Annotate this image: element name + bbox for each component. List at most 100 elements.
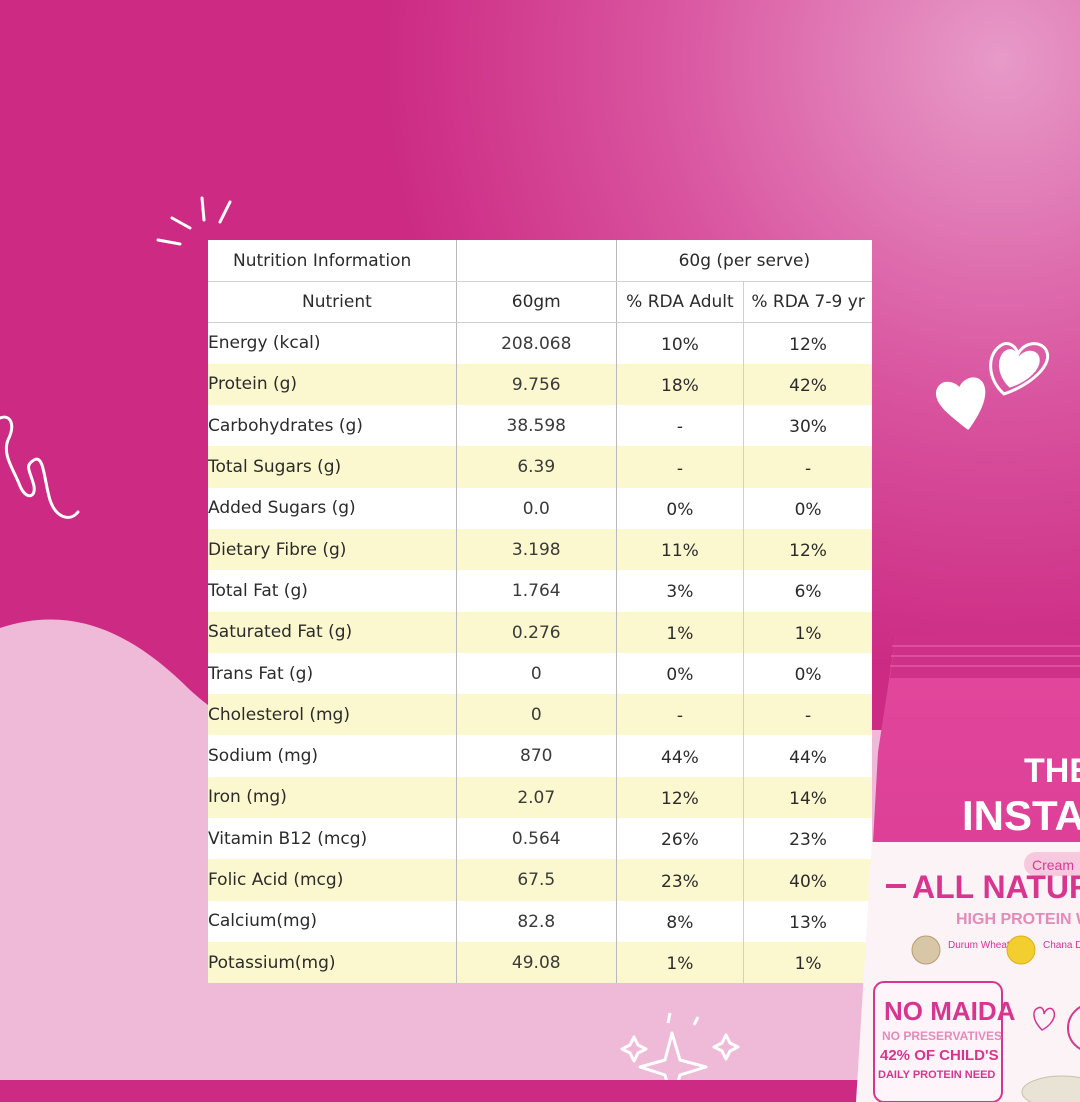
nutrient-name: Carbohydrates (g) [208, 415, 363, 436]
nutrient-amount: 2.07 [455, 776, 617, 819]
rda-child-value: 12% [743, 322, 872, 364]
nutrient-name: Iron (mg) [208, 787, 287, 808]
rda-adult-value: 0% [615, 487, 744, 529]
rda-child-value: 13% [743, 900, 872, 942]
rda-child-value: 30% [743, 405, 872, 447]
column-header-rda-adult: % RDA Adult [615, 281, 744, 323]
table-row: Protein (g) 9.756 18% 42% [208, 363, 872, 406]
table-row: Sodium (mg) 870 44% 44% [208, 735, 872, 777]
rda-child-value: 12% [743, 528, 872, 571]
nutrient-amount: 0 [455, 652, 617, 695]
nutrient-amount: 870 [455, 735, 617, 777]
rda-adult-value: 10% [615, 322, 744, 364]
pack-ingredient1: Durum Wheat [948, 940, 1010, 951]
nutrient-name: Folic Acid (mcg) [208, 870, 344, 890]
rda-child-value: 0% [743, 652, 872, 695]
pack-badge-protein-line1: 42% OF CHILD'S [880, 1047, 999, 1064]
nutrition-table: Nutrition Information 60g (per serve) Nu… [208, 240, 872, 984]
nutrient-name: Sodium (mg) [208, 746, 319, 767]
rda-adult-value: 1% [615, 611, 744, 653]
heart-outline-icon [1033, 1006, 1056, 1031]
rda-child-value: 0% [743, 487, 872, 529]
nutrient-name: Potassium(mg) [208, 952, 336, 973]
nutrient-amount: 0.276 [455, 611, 617, 653]
nutrient-name: Added Sugars (g) [208, 498, 356, 519]
pack-variant: Cream [1032, 857, 1074, 873]
rda-child-value: 1% [743, 941, 872, 984]
nutrient-name: Cholesterol (mg) [208, 704, 350, 725]
nutrient-name: Trans Fat (g) [208, 663, 314, 684]
nutrient-name: Calcium(mg) [208, 911, 318, 932]
table-row: Total Sugars (g) 6.39- - [208, 446, 872, 488]
table-header-row: Nutrition Information 60g (per serve) [208, 240, 872, 282]
column-header-row: Nutrient 60gm % RDA Adult % RDA 7-9 yr [208, 281, 872, 323]
pack-ingredient2: Chana Dal [1043, 940, 1080, 951]
rda-adult-value: 26% [615, 818, 744, 860]
nutrient-amount: 1.764 [455, 570, 617, 612]
nutrient-amount: 0.0 [455, 487, 617, 529]
rda-child-value: 6% [743, 570, 872, 612]
product-package: THE I INSTAN Cream ALL NATURAL HIGH PROT… [856, 634, 1080, 1102]
nutrient-name: Vitamin B12 (mcg) [208, 828, 368, 849]
pack-subtag: HIGH PROTEIN W [956, 911, 1080, 928]
star-sparkle-doodle [620, 1012, 740, 1080]
nutrient-name: Energy (kcal) [208, 333, 321, 354]
rda-adult-value: 0% [615, 652, 744, 695]
table-row: Potassium(mg) 49.08 1% 1% [208, 941, 872, 984]
sparkle-lines-doodle [156, 196, 232, 246]
nutrient-amount: 67.5 [455, 859, 617, 901]
table-row: Iron (mg) 2.07 12% 14% [208, 776, 872, 819]
nutrition-table-body: Energy (kcal) 208.068 10% 12% Protein (g) 9.7… [208, 322, 872, 984]
table-row: Cholesterol (mg) 0- - [208, 694, 872, 736]
rda-adult-value: 12% [615, 776, 744, 819]
loop-squiggle-doodle [0, 415, 80, 519]
rda-child-value: 42% [743, 363, 872, 406]
nutrient-name: Dietary Fibre (g) [208, 539, 347, 560]
pack-badge-sub: NO PRESERVATIVES [882, 1029, 1002, 1043]
table-row: Total Fat (g) 1.764 3% 6% [208, 570, 872, 612]
table-title: Nutrition Information [208, 240, 457, 282]
rda-adult-value: 1% [615, 941, 744, 984]
table-header-blank [455, 240, 617, 282]
rda-adult-value: 3% [615, 570, 744, 612]
rda-child-value: 1% [743, 611, 872, 653]
rda-adult-value: 8% [615, 900, 744, 942]
rda-child-value: 40% [743, 859, 872, 901]
rda-child-value: 44% [743, 735, 872, 777]
pack-badge-main: NO MAIDA [884, 996, 1016, 1026]
table-row: Carbohydrates (g) 38.598-30% [208, 405, 872, 447]
nutrient-amount: 6.39 [455, 446, 617, 488]
nutrient-amount: 0.564 [455, 818, 617, 860]
table-row: Folic Acid (mcg) 67.5 23% 40% [208, 859, 872, 901]
table-row: Energy (kcal) 208.068 10% 12% [208, 322, 872, 364]
table-row: Trans Fat (g) 0 0% 0% [208, 652, 872, 695]
rda-adult-value: 11% [615, 528, 744, 571]
rda-adult-value: - [615, 446, 744, 488]
rda-adult-value: 23% [615, 859, 744, 901]
nutrient-amount: 38.598 [455, 405, 617, 447]
chana-dal-icon [1006, 935, 1036, 965]
rda-adult-value: 18% [615, 363, 744, 406]
nutrient-name: Total Fat (g) [208, 580, 308, 601]
pack-badge-protein-line2: DAILY PROTEIN NEED [878, 1069, 995, 1081]
serve-header: 60g (per serve) [615, 240, 872, 282]
rda-child-value: - [743, 694, 872, 736]
pack-title-line1: THE I [1024, 752, 1080, 790]
pack-tagline: ALL NATURAL [912, 869, 1080, 905]
nutrient-amount: 49.08 [455, 941, 617, 984]
table-row: Saturated Fat (g) 0.276 1% 1% [208, 611, 872, 653]
table-row: Vitamin B12 (mcg) 0.564 26% 23% [208, 818, 872, 860]
nutrient-amount: 3.198 [455, 528, 617, 571]
nutrient-amount: 82.8 [455, 900, 617, 942]
rda-adult-value: - [615, 405, 744, 447]
bowl-icon [1067, 1006, 1080, 1050]
table-row: Calcium(mg) 82.8 8% 13% [208, 900, 872, 942]
nutrient-name: Saturated Fat (g) [208, 622, 353, 643]
nutrient-name: Protein (g) [208, 374, 298, 395]
nutrient-amount: 9.756 [455, 363, 617, 406]
nutrient-name: Total Sugars (g) [208, 457, 342, 478]
rda-adult-value: - [615, 694, 744, 736]
table-row: Dietary Fibre (g) 3.198 11% 12% [208, 528, 872, 571]
rda-child-value: 14% [743, 776, 872, 819]
column-header-rda-child: % RDA 7-9 yr [743, 281, 872, 323]
